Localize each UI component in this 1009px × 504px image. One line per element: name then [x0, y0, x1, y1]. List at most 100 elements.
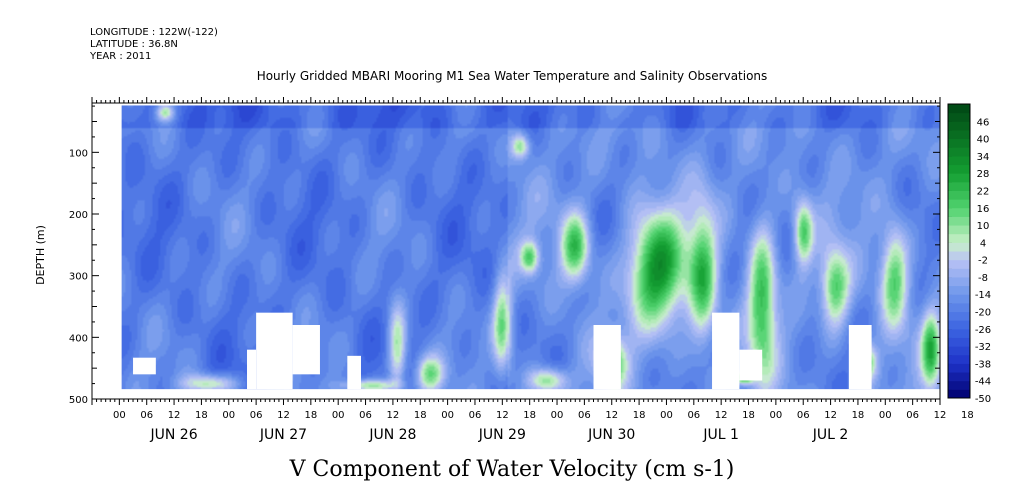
y-tick-label: 300 — [69, 272, 88, 283]
colorbar-swatch — [948, 216, 970, 226]
x-tick-label: 12 — [824, 410, 837, 421]
colorbar-label: -14 — [975, 290, 991, 301]
colorbar-label: 46 — [977, 117, 990, 128]
x-tick-label: 00 — [770, 410, 783, 421]
x-tick-label: 12 — [496, 410, 509, 421]
latitude-label: LATITUDE : 36.8N — [90, 39, 178, 50]
x-tick-label: 00 — [879, 410, 892, 421]
x-tick-label: 18 — [852, 410, 865, 421]
missing-data-gap — [133, 357, 156, 375]
colorbar-swatch — [948, 173, 970, 183]
x-axis-title: V Component of Water Velocity (cm s-1) — [289, 457, 735, 482]
colorbar-swatch — [948, 268, 970, 278]
colorbar-swatch — [948, 311, 970, 321]
x-tick-label: 06 — [250, 410, 263, 421]
y-axis-title: DEPTH (m) — [34, 225, 47, 285]
x-tick-label: 00 — [222, 410, 235, 421]
colorbar-swatch — [948, 294, 970, 304]
colorbar-swatch — [948, 190, 970, 200]
colorbar-label: 22 — [977, 186, 990, 197]
x-tick-label: 18 — [414, 410, 427, 421]
chart-title: Hourly Gridded MBARI Mooring M1 Sea Wate… — [257, 69, 768, 83]
x-tick-label: 06 — [140, 410, 153, 421]
x-axis-ticks — [91, 97, 941, 405]
colorbar-swatch — [948, 346, 970, 356]
longitude-label: LONGITUDE : 122W(-122) — [90, 27, 218, 38]
year-label: YEAR : 2011 — [89, 51, 151, 62]
x-date-label: JUL 2 — [812, 427, 849, 443]
colorbar-swatch — [948, 155, 970, 166]
y-axis-labels: 100 200 300 400 500 — [69, 148, 88, 406]
colorbar-swatch — [948, 164, 970, 174]
colorbar-swatch — [948, 225, 970, 235]
x-tick-label: 06 — [906, 410, 919, 421]
colorbar-label: -8 — [978, 273, 988, 284]
x-tick-label: 18 — [523, 410, 536, 421]
x-date-label: JUN 27 — [259, 427, 307, 443]
x-axis-date-labels: JUN 26 JUN 27 JUN 28 JUN 29 JUN 30 JUL 1 JUL 2 — [150, 427, 849, 443]
x-tick-label: 12 — [934, 410, 947, 421]
x-tick-label: 18 — [633, 410, 646, 421]
colorbar-swatch — [948, 129, 970, 140]
missing-data-gap — [712, 312, 740, 390]
colorbar-frame — [947, 103, 971, 399]
y-tick-label: 400 — [69, 333, 88, 344]
colorbar-swatch — [948, 380, 970, 390]
colorbar-label: -44 — [975, 377, 991, 388]
x-tick-label: 18 — [304, 410, 317, 421]
x-tick-label: 18 — [742, 410, 755, 421]
x-tick-label: 12 — [168, 410, 181, 421]
colorbar-swatch — [948, 207, 970, 217]
x-tick-label: 06 — [687, 410, 700, 421]
x-date-label: JUL 1 — [702, 427, 739, 443]
x-tick-label: 06 — [578, 410, 591, 421]
colorbar-label: 28 — [977, 169, 990, 180]
missing-data-gap — [739, 349, 763, 381]
x-tick-label: 12 — [715, 410, 728, 421]
x-tick-label: 00 — [113, 410, 126, 421]
colorbar-swatch — [948, 337, 970, 347]
colorbar-swatch — [948, 199, 970, 209]
colorbar-swatch — [948, 320, 970, 330]
y-axis-ticks — [92, 105, 940, 400]
x-tick-label: 00 — [660, 410, 673, 421]
x-axis-hour-labels: 00 06 12 18 00 06 12 18 00 06 12 18 00 06 12 18 00 06 12 18… — [113, 410, 974, 421]
colorbar-swatch — [948, 259, 970, 269]
colorbar-swatch — [948, 363, 970, 373]
x-tick-label: 12 — [387, 410, 400, 421]
missing-data-gap — [347, 355, 361, 390]
x-tick-label: 06 — [797, 410, 810, 421]
x-date-label: JUN 29 — [478, 427, 526, 443]
x-date-label: JUN 28 — [368, 427, 416, 443]
colorbar-swatch — [948, 354, 970, 364]
missing-data-gap — [256, 312, 293, 390]
y-tick-label: 200 — [69, 210, 88, 221]
colorbar-label: -38 — [975, 359, 991, 370]
missing-data-gap — [593, 325, 621, 390]
x-tick-label: 12 — [605, 410, 618, 421]
colorbar-label: -20 — [975, 308, 991, 319]
x-tick-label: 00 — [551, 410, 564, 421]
colorbar — [947, 103, 971, 399]
colorbar-label: 40 — [977, 135, 990, 146]
colorbar-label: -26 — [975, 325, 991, 336]
colorbar-swatch — [948, 138, 970, 148]
x-tick-label: 06 — [469, 410, 482, 421]
colorbar-swatch — [948, 121, 970, 131]
colorbar-label: 10 — [977, 221, 990, 232]
colorbar-label: -32 — [975, 342, 991, 353]
colorbar-swatch — [948, 328, 970, 338]
y-tick-label: 500 — [69, 395, 88, 406]
colorbar-swatch — [948, 233, 970, 243]
heatmap-field — [121, 105, 941, 390]
missing-data-gaps — [133, 312, 872, 390]
colorbar-swatch — [948, 242, 970, 252]
colorbar-swatch — [948, 389, 970, 399]
x-tick-label: 06 — [359, 410, 372, 421]
colorbar-label: 16 — [977, 204, 990, 215]
colorbar-label: -2 — [978, 256, 988, 267]
colorbar-swatch — [948, 147, 970, 157]
colorbar-label: -50 — [975, 394, 991, 405]
colorbar-swatch — [948, 276, 970, 287]
colorbar-swatch — [948, 181, 970, 191]
